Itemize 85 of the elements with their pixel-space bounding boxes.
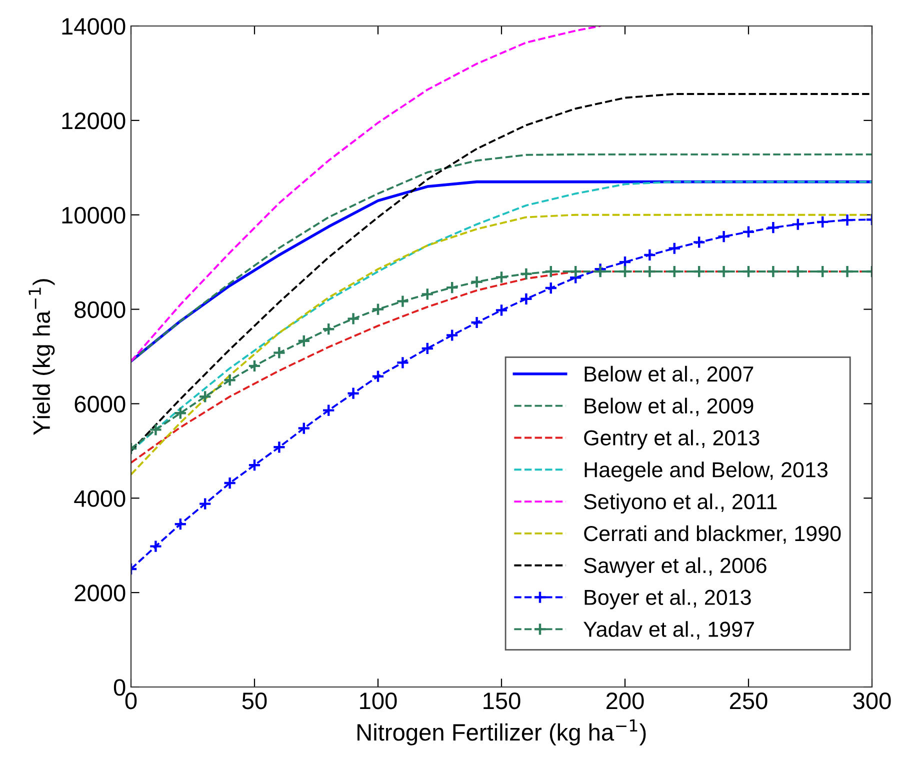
point <box>766 220 780 234</box>
point <box>174 517 188 531</box>
x-tick-label: 100 <box>360 692 397 710</box>
point <box>470 275 484 289</box>
point <box>149 540 162 553</box>
point <box>643 248 656 262</box>
point <box>742 264 756 278</box>
x-tick-label: 150 <box>484 692 520 710</box>
point <box>223 373 236 387</box>
point <box>297 334 311 348</box>
point <box>840 213 854 227</box>
point <box>420 288 434 301</box>
point <box>248 359 262 373</box>
legend-label: Below et al., 2009 <box>584 398 754 416</box>
y-axis-title: Yield (kg ha$^{−1}$) <box>28 279 55 435</box>
point <box>717 230 730 244</box>
point <box>322 322 336 336</box>
y-tick-label: 12000 <box>62 112 126 130</box>
point <box>717 264 730 278</box>
point <box>520 267 533 281</box>
legend-label: Boyer et al., 2013 <box>584 589 751 610</box>
y-tick-label: 0 <box>114 679 126 696</box>
point <box>198 390 212 404</box>
point <box>371 370 385 383</box>
point <box>396 294 410 308</box>
point <box>470 316 484 330</box>
point <box>840 264 854 278</box>
point <box>223 476 236 490</box>
point <box>618 264 632 278</box>
y-tick-label: 8000 <box>74 301 126 318</box>
legend-label: Cerrati and blackmer, 1990 <box>584 525 841 544</box>
y-tick-label: 4000 <box>74 490 126 507</box>
point <box>742 225 756 239</box>
legend-label: Haegele and Below, 2013 <box>584 462 828 482</box>
point <box>149 423 162 436</box>
point <box>346 386 360 400</box>
point <box>346 312 360 326</box>
x-tick-label: 250 <box>730 692 768 710</box>
legend-label: Below et al., 2007 <box>584 366 754 384</box>
point <box>248 458 262 472</box>
point <box>791 264 805 278</box>
y-tick-label: 6000 <box>74 396 126 412</box>
y-tick-label: 2000 <box>74 584 126 602</box>
point <box>766 264 780 278</box>
y-tick-label: 14000 <box>62 18 126 35</box>
point <box>445 328 459 342</box>
point <box>272 346 286 360</box>
point <box>297 422 311 435</box>
point <box>816 215 830 229</box>
legend-label: Setiyono et al., 2011 <box>584 493 777 514</box>
point <box>420 342 434 356</box>
point <box>568 264 582 278</box>
point <box>544 264 558 278</box>
point <box>544 281 558 295</box>
x-tick-label: 200 <box>606 692 644 710</box>
point <box>322 404 336 417</box>
point <box>692 264 706 278</box>
legend-label: Sawyer et al., 2006 <box>584 557 766 578</box>
point <box>594 264 607 278</box>
legend-label: Yadav et al., 1997 <box>584 621 754 640</box>
legend-label: Gentry et al., 2013 <box>584 430 760 450</box>
x-axis-title: Nitrogen Fertilizer (kg ha$^{−1}$) <box>358 719 646 746</box>
point <box>692 236 706 249</box>
y-tick-label: 10000 <box>62 206 126 224</box>
point <box>618 255 632 269</box>
point <box>668 264 682 278</box>
point <box>494 304 508 317</box>
point <box>643 264 656 278</box>
x-tick-label: 50 <box>242 692 267 710</box>
point <box>445 280 459 294</box>
x-tick-label: 0 <box>125 692 137 710</box>
point <box>791 218 805 231</box>
line-series <box>131 26 602 362</box>
line-series <box>131 93 872 452</box>
line-series <box>131 180 872 452</box>
point <box>198 497 212 510</box>
point <box>520 292 533 306</box>
point <box>494 270 508 284</box>
x-tick-label: 300 <box>853 692 891 710</box>
point <box>396 356 410 370</box>
point <box>371 302 385 316</box>
point <box>174 406 188 420</box>
point <box>272 440 286 454</box>
point <box>668 242 682 256</box>
point <box>816 264 830 278</box>
